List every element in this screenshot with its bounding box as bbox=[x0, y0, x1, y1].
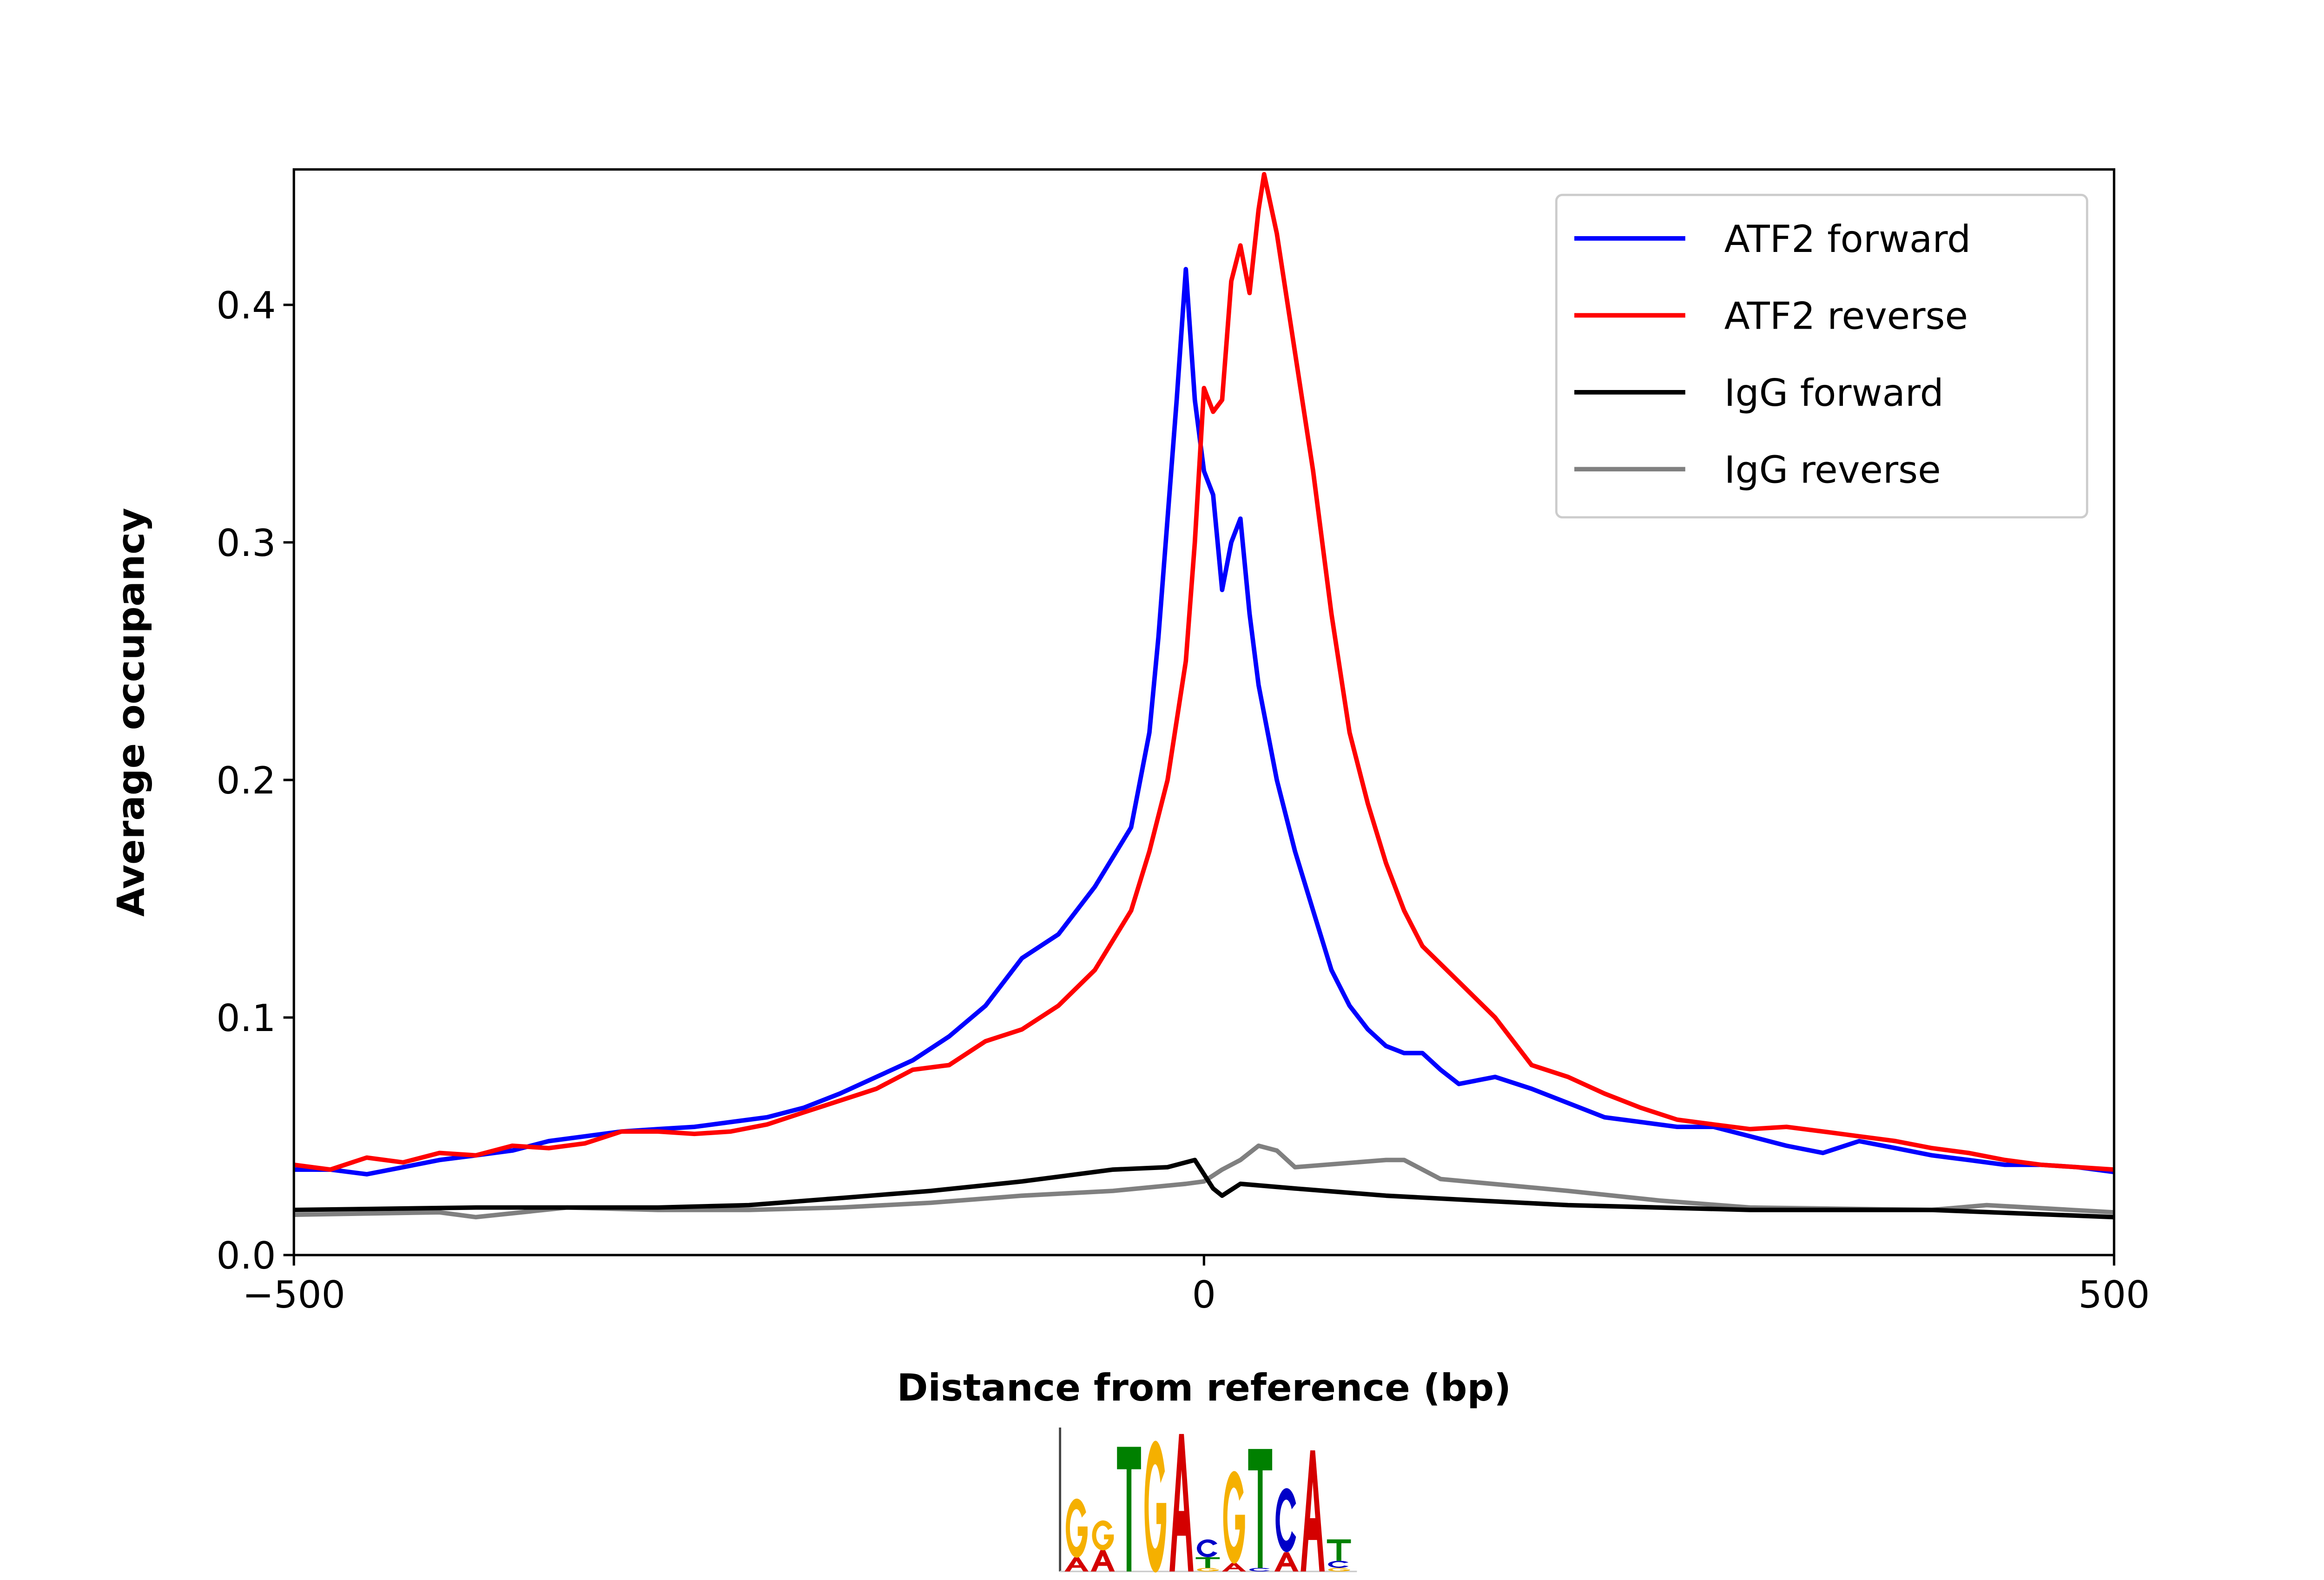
logo-column bbox=[1144, 1441, 1167, 1573]
x-tick-label: 0 bbox=[1192, 1273, 1216, 1317]
logo-letter-a bbox=[1222, 1563, 1246, 1572]
x-tick-label: −500 bbox=[243, 1273, 345, 1317]
legend: ATF2 forward ATF2 reverse IgG forward IgG r… bbox=[1555, 193, 2088, 519]
y-axis-label: Average occupancy bbox=[110, 508, 153, 917]
logo-letter-a bbox=[1169, 1434, 1194, 1572]
logo-letter-a bbox=[1064, 1557, 1089, 1572]
y-axis: 0.0 0.1 0.2 0.3 0.4 bbox=[216, 284, 294, 1278]
logo-letter-c bbox=[1328, 1560, 1349, 1568]
logo-column bbox=[1117, 1447, 1141, 1572]
logo-letter-g bbox=[1092, 1520, 1114, 1551]
logo-column bbox=[1064, 1498, 1089, 1572]
logo-column bbox=[1169, 1434, 1194, 1572]
legend-label: ATF2 forward bbox=[1724, 218, 1971, 261]
logo-letter-a bbox=[1090, 1550, 1115, 1572]
y-tick-label: 0.4 bbox=[216, 284, 276, 328]
logo-letter-t bbox=[1248, 1449, 1273, 1568]
series-line-atf2-reverse bbox=[293, 172, 2114, 1172]
logo-column bbox=[1222, 1471, 1246, 1572]
legend-label: ATF2 reverse bbox=[1724, 294, 1968, 338]
x-axis: −500 0 500 bbox=[243, 1255, 2150, 1317]
logo-letter-g bbox=[1328, 1568, 1350, 1572]
logo-column bbox=[1327, 1539, 1351, 1572]
series-line-igg-reverse bbox=[294, 1143, 2114, 1220]
logo-letter-g bbox=[1197, 1568, 1219, 1572]
x-tick-label: 500 bbox=[2078, 1273, 2150, 1317]
logo-letter-c bbox=[1197, 1539, 1218, 1557]
series-lines bbox=[293, 172, 2114, 1220]
y-tick-label: 0.1 bbox=[216, 997, 276, 1040]
series-line-atf2-forward bbox=[294, 267, 2114, 1177]
y-tick-label: 0.3 bbox=[216, 522, 276, 565]
logo-letter-g bbox=[1144, 1441, 1167, 1573]
legend-box bbox=[1555, 193, 2088, 519]
legend-label: IgG forward bbox=[1724, 371, 1944, 415]
y-tick-label: 0.0 bbox=[216, 1234, 276, 1278]
logo-letter-a bbox=[1301, 1450, 1325, 1572]
x-axis-label: Distance from reference (bp) bbox=[897, 1366, 1511, 1410]
logo-letter-t bbox=[1327, 1539, 1351, 1561]
logo-column bbox=[1248, 1449, 1273, 1572]
logo-letter-c bbox=[1275, 1488, 1296, 1553]
series-line-igg-forward bbox=[294, 1157, 2114, 1220]
legend-label: IgG reverse bbox=[1724, 448, 1941, 492]
logo-column bbox=[1301, 1450, 1325, 1572]
logo-column bbox=[1090, 1520, 1115, 1572]
y-tick-label: 0.2 bbox=[216, 759, 276, 803]
logo-letter-g bbox=[1223, 1471, 1245, 1564]
logo-letter-t bbox=[1195, 1557, 1220, 1568]
logo-letter-t bbox=[1117, 1447, 1141, 1572]
logo-letter-c bbox=[1249, 1567, 1270, 1572]
logo-column bbox=[1195, 1539, 1220, 1572]
logo-letter-g bbox=[1065, 1498, 1088, 1558]
motif-logo bbox=[1059, 1427, 1357, 1573]
logo-letter-a bbox=[1274, 1552, 1299, 1572]
logo-column bbox=[1274, 1488, 1299, 1572]
